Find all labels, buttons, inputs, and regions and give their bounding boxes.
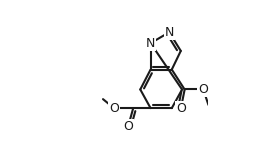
Text: O: O xyxy=(198,83,208,96)
Text: O: O xyxy=(176,102,186,115)
Text: O: O xyxy=(109,102,119,115)
Text: N: N xyxy=(165,26,174,39)
Text: O: O xyxy=(123,120,133,133)
Text: N: N xyxy=(146,37,155,50)
